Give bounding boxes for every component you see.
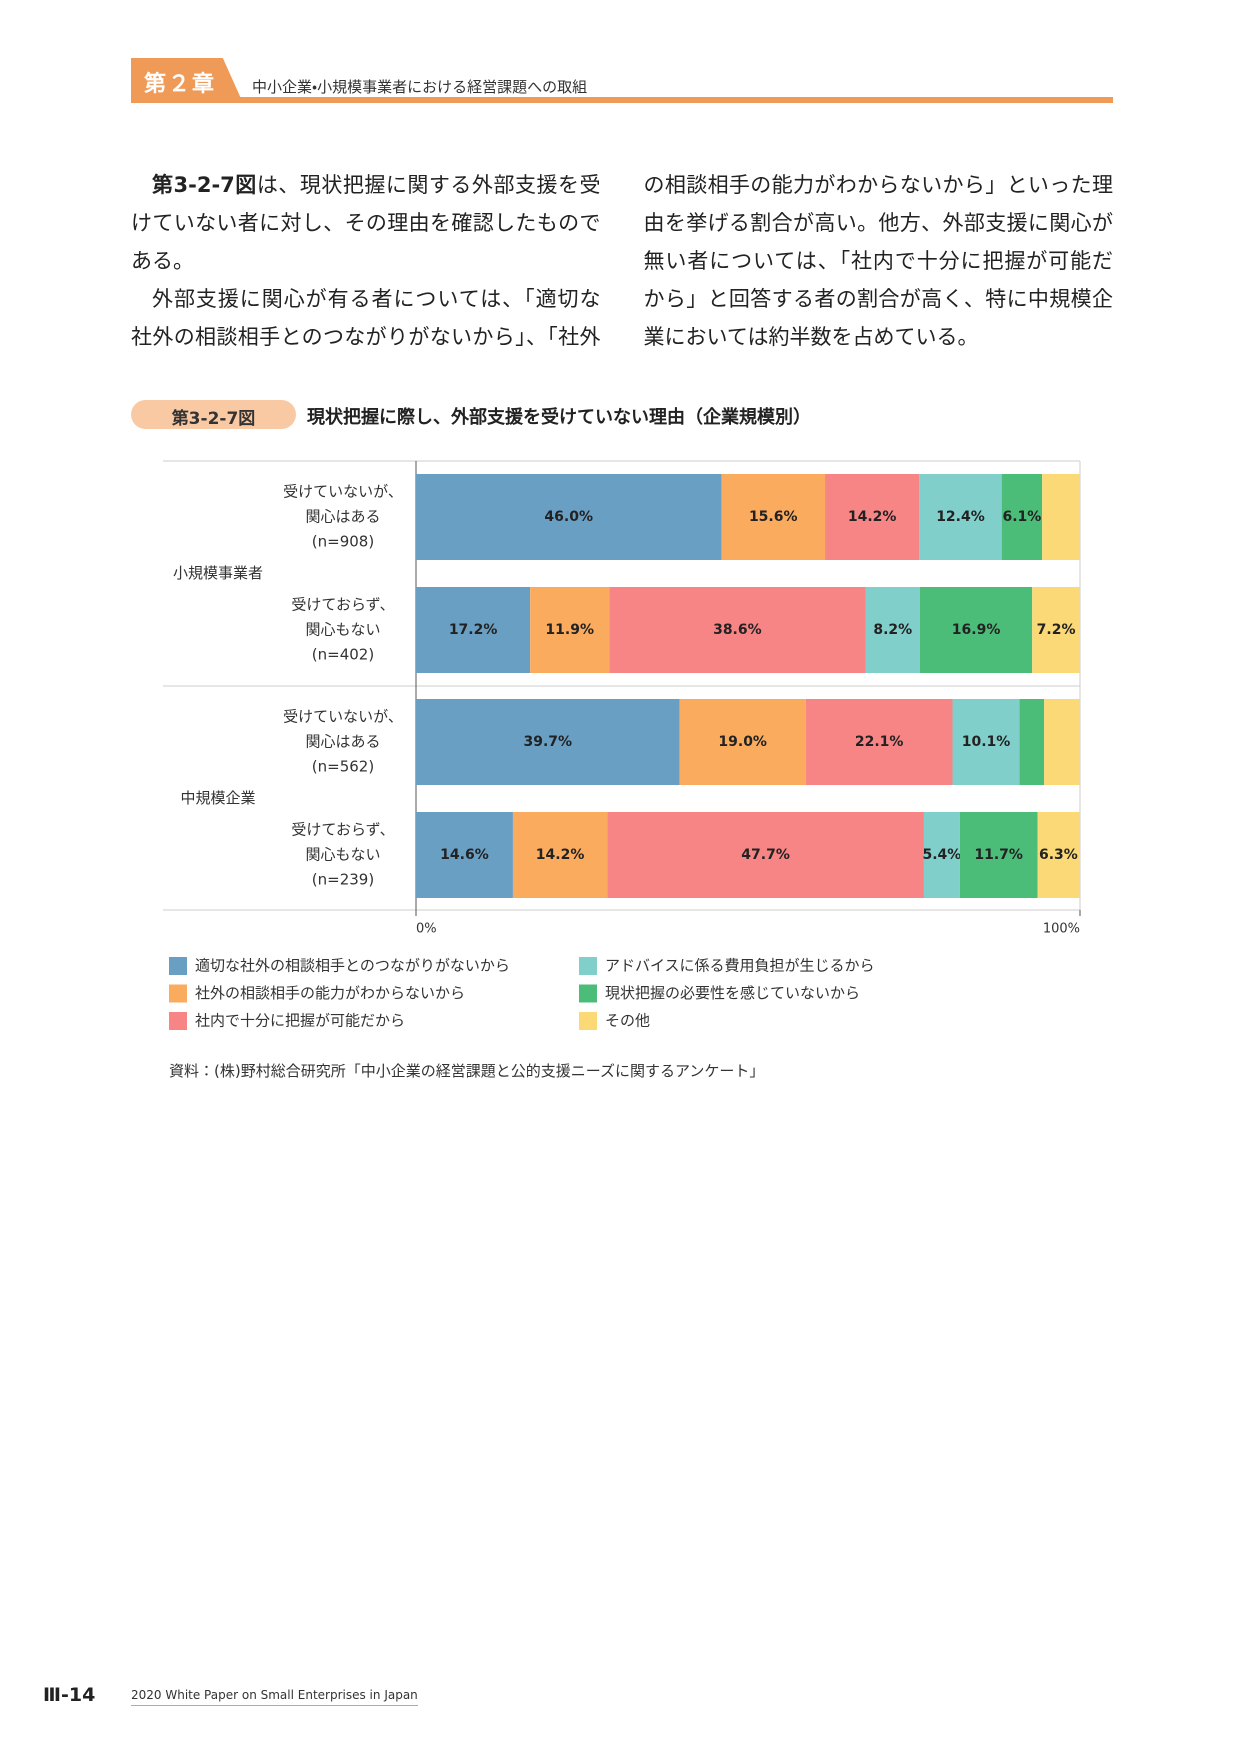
bar-segment <box>530 587 610 673</box>
category-label: 関心もない <box>305 621 380 639</box>
bar-segment <box>1037 812 1080 898</box>
legend-swatch <box>579 957 597 975</box>
bar-segment <box>1001 474 1043 560</box>
figure-number: 第3-2-7図 <box>171 409 256 429</box>
bar-segment <box>919 587 1033 673</box>
legend-label: 現状把握の必要性を感じていないから <box>605 984 860 1002</box>
category-label: 関心はある <box>305 508 380 526</box>
value-label: 14.2% <box>536 847 585 863</box>
category-label: 関心はある <box>305 733 380 751</box>
bar-segment <box>416 812 513 898</box>
bar-segment <box>959 812 1038 898</box>
value-label: 22.1% <box>855 734 904 750</box>
category-label: (n=908) <box>312 533 374 551</box>
bar-segment <box>865 587 920 673</box>
value-label: 16.9% <box>952 622 1001 638</box>
value-label: 6.3% <box>1039 847 1078 863</box>
value-label: 17.2% <box>449 622 498 638</box>
value-label: 47.7% <box>741 847 790 863</box>
x-tick-label: 100% <box>1043 922 1080 937</box>
legend-label: 適切な社外の相談相手とのつながりがないから <box>195 957 510 975</box>
bar-segment <box>825 474 920 560</box>
legend-swatch <box>169 1012 187 1030</box>
bar-segment <box>512 812 608 898</box>
bar-segment <box>607 812 924 898</box>
header-title: 中小企業・小規模事業者における経営課題への取組 <box>252 78 588 96</box>
legend-swatch <box>579 984 597 1003</box>
legend-label: 社内で十分に把握が可能だから <box>195 1012 405 1030</box>
footer-title: 2020 White Paper on Small Enterprises in… <box>131 1688 418 1706</box>
source-note: 資料：(株)野村総合研究所「中小企業の経営課題と公的支援ニーズに関するアンケート… <box>169 1062 765 1080</box>
x-tick-label: 0% <box>416 922 437 937</box>
category-label: 受けていないが、 <box>283 708 403 726</box>
value-label: 8.2% <box>873 622 912 638</box>
bar-segment <box>679 699 806 785</box>
group-label: 小規模事業者 <box>173 564 263 582</box>
bar-segment <box>609 587 866 673</box>
value-label: 39.7% <box>524 734 573 750</box>
bar-segment <box>416 474 722 560</box>
page-number: Ⅲ-14 <box>43 1684 96 1706</box>
paragraph-text: は、現状把握に関する外部支援を受けていない者に対し、その理由を確認したものである… <box>131 173 601 273</box>
value-label: 46.0% <box>544 509 593 525</box>
figure-ref: 第3-2-7図 <box>152 173 257 197</box>
value-label: 7.2% <box>1037 622 1076 638</box>
value-label: 38.6% <box>713 622 762 638</box>
paragraph-text: 外部支援に関心が有る者については、「適切な社外の相談相手とのつながりがないから」… <box>131 173 1113 349</box>
chapter-label: 第２章 <box>144 72 217 97</box>
value-label: 6.1% <box>1002 509 1041 525</box>
paragraph: 外部支援に関心が有る者については、「適切な社外の相談相手とのつながりがないから」… <box>131 166 1113 356</box>
bar-segment <box>1019 699 1045 785</box>
legend-swatch <box>579 1012 597 1030</box>
figure-title: 現状把握に際し、外部支援を受けていない理由（企業規模別） <box>307 407 811 428</box>
group-label: 中規模企業 <box>180 789 255 807</box>
value-label: 11.7% <box>974 847 1023 863</box>
value-label: 15.6% <box>749 509 798 525</box>
category-label: 受けておらず、 <box>291 821 394 839</box>
bar-segment <box>416 587 531 673</box>
bar-segment <box>923 812 960 898</box>
category-label: 受けておらず、 <box>291 596 394 614</box>
legend-label: 社外の相談相手の能力がわからないから <box>195 984 465 1002</box>
chapter-tab <box>131 58 243 103</box>
value-label: 19.0% <box>718 734 767 750</box>
legend-swatch <box>169 984 187 1003</box>
category-label: (n=402) <box>312 646 374 664</box>
bar-segment <box>416 699 680 785</box>
legend-label: その他 <box>605 1012 650 1030</box>
body-text: 第3-2-7図は、現状把握に関する外部支援を受けていない者に対し、その理由を確認… <box>131 166 1113 356</box>
value-label: 14.6% <box>440 847 489 863</box>
value-label: 5.4% <box>922 847 961 863</box>
header-rule <box>131 97 1113 103</box>
value-label: 12.4% <box>936 509 985 525</box>
bar-segment <box>1032 587 1080 673</box>
category-label: 受けていないが、 <box>283 483 403 501</box>
legend-swatch <box>169 957 187 975</box>
bar-segment <box>919 474 1002 560</box>
bar-segment <box>1042 474 1080 560</box>
category-label: (n=239) <box>312 871 374 889</box>
category-label: (n=562) <box>312 758 374 776</box>
chart: 受けていないが、関心はある (n=908) 46.0% 15.6% 14.2% 12.4%… <box>163 460 1081 1030</box>
bar-segment <box>721 474 826 560</box>
paragraph: 第3-2-7図は、現状把握に関する外部支援を受けていない者に対し、その理由を確認… <box>131 166 601 280</box>
value-label: 11.9% <box>545 622 594 638</box>
value-label: 10.1% <box>962 734 1011 750</box>
legend-label: アドバイスに係る費用負担が生じるから <box>605 957 875 975</box>
bar-segment <box>1044 699 1080 785</box>
value-label: 14.2% <box>848 509 897 525</box>
category-label: 関心もない <box>305 846 380 864</box>
figure-pill <box>131 400 296 429</box>
bar-segment <box>805 699 953 785</box>
bar-segment <box>952 699 1020 785</box>
